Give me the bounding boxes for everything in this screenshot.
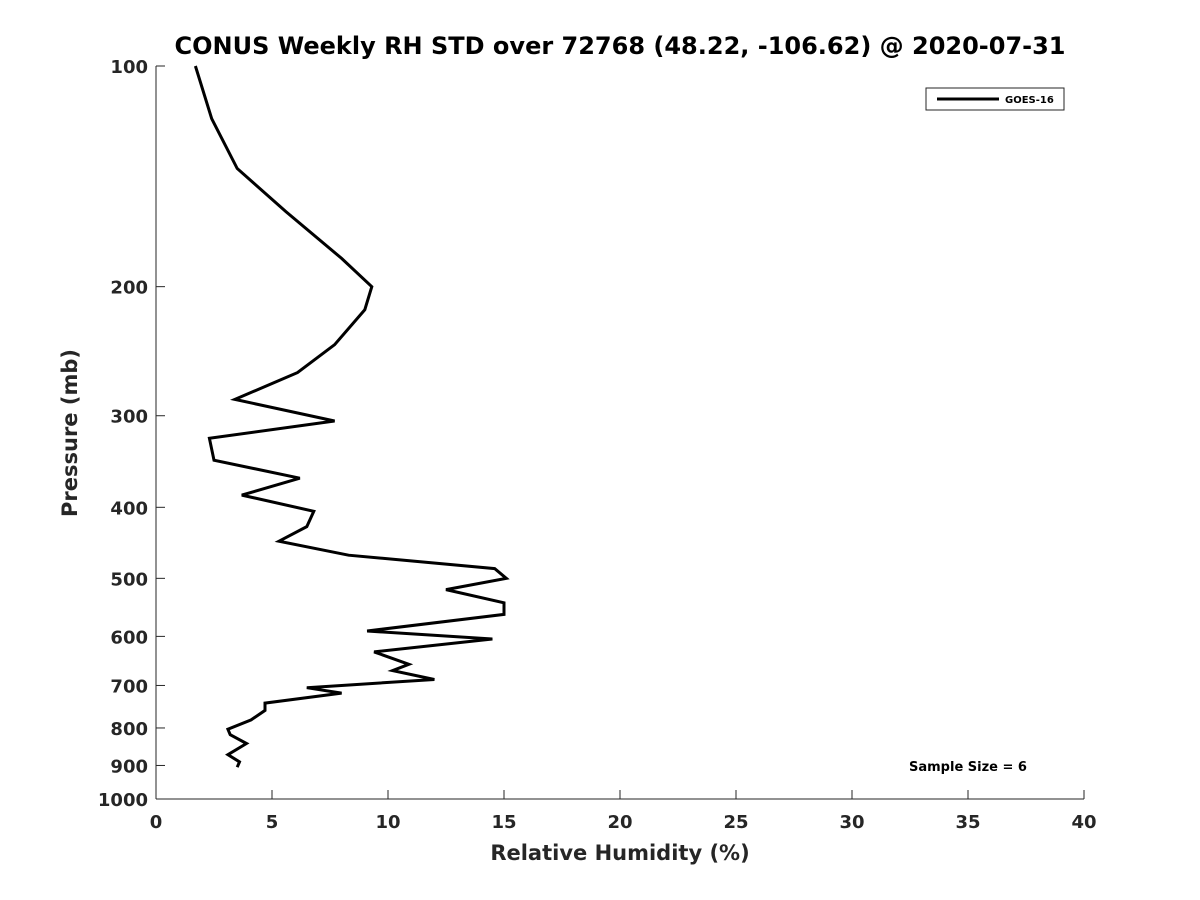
x-axis-label: Relative Humidity (%) bbox=[490, 841, 749, 865]
x-tick-label: 30 bbox=[839, 812, 864, 833]
chart-title: CONUS Weekly RH STD over 72768 (48.22, -… bbox=[174, 32, 1065, 60]
x-tick-label: 5 bbox=[266, 812, 279, 833]
y-tick-label: 200 bbox=[110, 278, 148, 299]
plot-area bbox=[156, 66, 1084, 799]
y-ticks: 100 200 300 400 500 600 700 800 900 1000 bbox=[98, 57, 165, 811]
y-tick-label: 900 bbox=[110, 756, 148, 777]
y-tick-label: 600 bbox=[110, 627, 148, 648]
legend: GOES-16 bbox=[925, 87, 1065, 111]
x-tick-label: 40 bbox=[1071, 812, 1096, 833]
x-tick-label: 0 bbox=[150, 812, 163, 833]
x-tick-label: 25 bbox=[723, 812, 748, 833]
series-group bbox=[193, 65, 510, 768]
x-ticks: 0 5 10 15 20 25 30 35 40 bbox=[150, 790, 1097, 833]
y-tick-label: 100 bbox=[110, 57, 148, 78]
x-tick-label: 15 bbox=[491, 812, 516, 833]
x-tick-label: 20 bbox=[607, 812, 632, 833]
y-tick-label: 800 bbox=[110, 719, 148, 740]
x-tick-label: 35 bbox=[955, 812, 980, 833]
y-tick-label: 500 bbox=[110, 569, 148, 590]
y-tick-label: 400 bbox=[110, 498, 148, 519]
sample-size-annotation: Sample Size = 6 bbox=[909, 760, 1027, 775]
y-tick-label: 700 bbox=[110, 676, 148, 697]
y-tick-label: 300 bbox=[110, 407, 148, 428]
series-line-goes-16 bbox=[193, 65, 510, 768]
legend-entry-goes-16: GOES-16 bbox=[1005, 95, 1054, 106]
y-axis-label: Pressure (mb) bbox=[58, 349, 82, 517]
y-tick-label: 1000 bbox=[98, 790, 148, 811]
x-tick-label: 10 bbox=[375, 812, 400, 833]
